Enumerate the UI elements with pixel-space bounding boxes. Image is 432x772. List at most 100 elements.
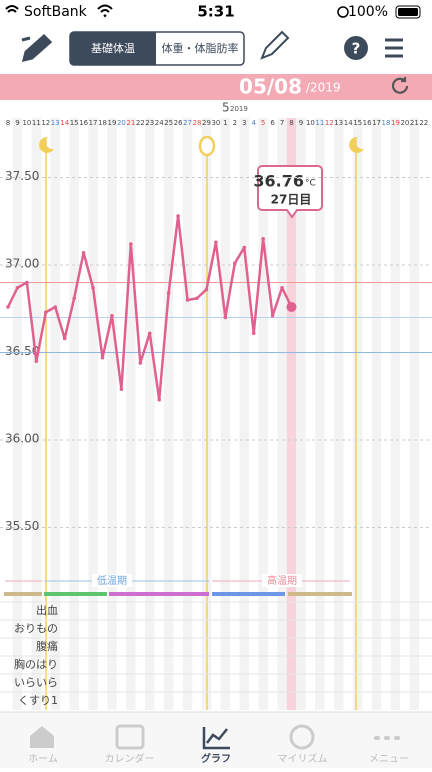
x-tick-label: 12 xyxy=(41,119,50,127)
data-point xyxy=(166,291,171,295)
x-tick-label: 27 xyxy=(183,119,192,127)
column-stripe xyxy=(371,118,382,710)
month-year: 2019 xyxy=(230,105,248,113)
clock: 5:31 xyxy=(197,3,234,21)
data-point xyxy=(233,261,237,266)
lock-icon xyxy=(337,6,349,18)
data-point xyxy=(100,355,105,360)
x-tick-label: 29 xyxy=(202,119,211,127)
column-stripe xyxy=(334,118,344,710)
phase-bar xyxy=(109,592,209,596)
data-point xyxy=(176,214,180,218)
data-point xyxy=(6,305,10,309)
data-point xyxy=(214,240,218,245)
data-point xyxy=(91,285,95,290)
calendar-icon[interactable] xyxy=(115,724,145,750)
x-tick-label: 22 xyxy=(136,119,145,127)
wifi-icon xyxy=(97,4,113,18)
x-tick-label: 7 xyxy=(280,119,284,127)
y-tick-label: 35.50 xyxy=(5,519,39,533)
data-point xyxy=(34,359,39,364)
data-point xyxy=(242,245,247,250)
y-tick-label: 36.50 xyxy=(5,344,39,358)
x-tick-label: 19 xyxy=(107,119,116,127)
phase-label: 低温期 xyxy=(97,574,127,587)
x-tick-label: 5 xyxy=(261,119,265,127)
x-tick-label: 12 xyxy=(325,119,334,127)
help-mark: ? xyxy=(352,40,361,58)
battery-text: 100% xyxy=(348,4,388,20)
column-stripe xyxy=(31,118,42,710)
symptom-label: おりもの xyxy=(14,622,58,635)
data-point xyxy=(129,242,133,246)
menu-icon[interactable] xyxy=(385,38,403,58)
x-tick-label: 15 xyxy=(70,119,79,127)
nav-label[interactable]: グラフ xyxy=(201,752,231,765)
x-tick-label: 1 xyxy=(223,119,227,127)
date: 05/08 xyxy=(239,75,302,99)
help-icon[interactable] xyxy=(344,36,368,60)
x-tick-label: 14 xyxy=(344,119,353,127)
x-tick-label: 23 xyxy=(145,119,154,127)
phase-bar xyxy=(4,592,42,596)
column-stripe xyxy=(315,118,325,710)
column-stripe xyxy=(277,118,287,710)
data-point xyxy=(72,296,76,301)
phase-bar xyxy=(212,592,285,596)
x-tick-label: 9 xyxy=(15,119,19,127)
column-stripe xyxy=(182,118,193,710)
symptom-label: くすり1 xyxy=(18,694,58,707)
x-tick-label: 20 xyxy=(117,119,126,127)
month: 5 xyxy=(222,101,230,115)
x-tick-label: 24 xyxy=(155,119,164,127)
x-tick-label: 2 xyxy=(233,119,237,127)
column-stripe xyxy=(220,118,231,710)
signal-icon xyxy=(5,5,19,13)
data-point xyxy=(81,250,86,255)
refresh-icon[interactable] xyxy=(391,77,409,94)
x-tick-label: 6 xyxy=(270,119,275,127)
data-point xyxy=(147,331,152,336)
home-icon[interactable] xyxy=(30,726,54,748)
date-bar xyxy=(0,74,432,100)
tab[interactable]: 基礎体温 xyxy=(91,41,135,55)
nav-label[interactable]: メニュー xyxy=(369,754,409,765)
x-tick-label: 19 xyxy=(391,119,400,127)
nav-label[interactable]: ホーム xyxy=(28,753,58,765)
data-point xyxy=(138,361,143,365)
data-point xyxy=(119,387,124,392)
x-tick-label: 20 xyxy=(400,119,409,127)
y-tick-label: 37.50 xyxy=(5,169,39,183)
x-tick-label: 26 xyxy=(174,119,183,127)
ovulation-icon xyxy=(198,135,216,157)
battery xyxy=(395,5,421,19)
selected-column xyxy=(286,118,297,710)
x-tick-label: 9 xyxy=(299,119,303,127)
x-tick-label: 14 xyxy=(60,119,69,127)
thermometer-icon[interactable] xyxy=(21,33,53,63)
column-stripe xyxy=(390,118,401,710)
edit-icon[interactable] xyxy=(260,30,290,60)
column-stripe xyxy=(163,118,174,710)
moon-icon xyxy=(39,136,54,153)
data-point xyxy=(53,305,58,309)
nav-label[interactable]: マイリズム xyxy=(278,752,328,765)
tooltip xyxy=(257,165,323,219)
x-tick-label: 17 xyxy=(372,119,381,127)
data-point xyxy=(195,296,199,301)
symptom-label: 出血 xyxy=(36,603,58,617)
x-tick-label: 18 xyxy=(98,119,107,127)
data-point xyxy=(270,313,275,318)
column-stripe xyxy=(296,118,306,710)
nav-label[interactable]: カレンダー xyxy=(105,752,155,765)
graph-icon[interactable] xyxy=(202,727,230,750)
rhythm-icon[interactable] xyxy=(289,724,315,750)
tooltip-unit: °C xyxy=(305,179,316,189)
x-tick-label: 21 xyxy=(410,119,419,127)
x-tick-label: 13 xyxy=(51,119,60,127)
y-tick-label: 37.00 xyxy=(5,257,39,271)
tab[interactable]: 体重・体脂肪率 xyxy=(162,41,239,55)
data-point xyxy=(223,315,228,320)
x-tick-label: 8 xyxy=(6,119,10,127)
